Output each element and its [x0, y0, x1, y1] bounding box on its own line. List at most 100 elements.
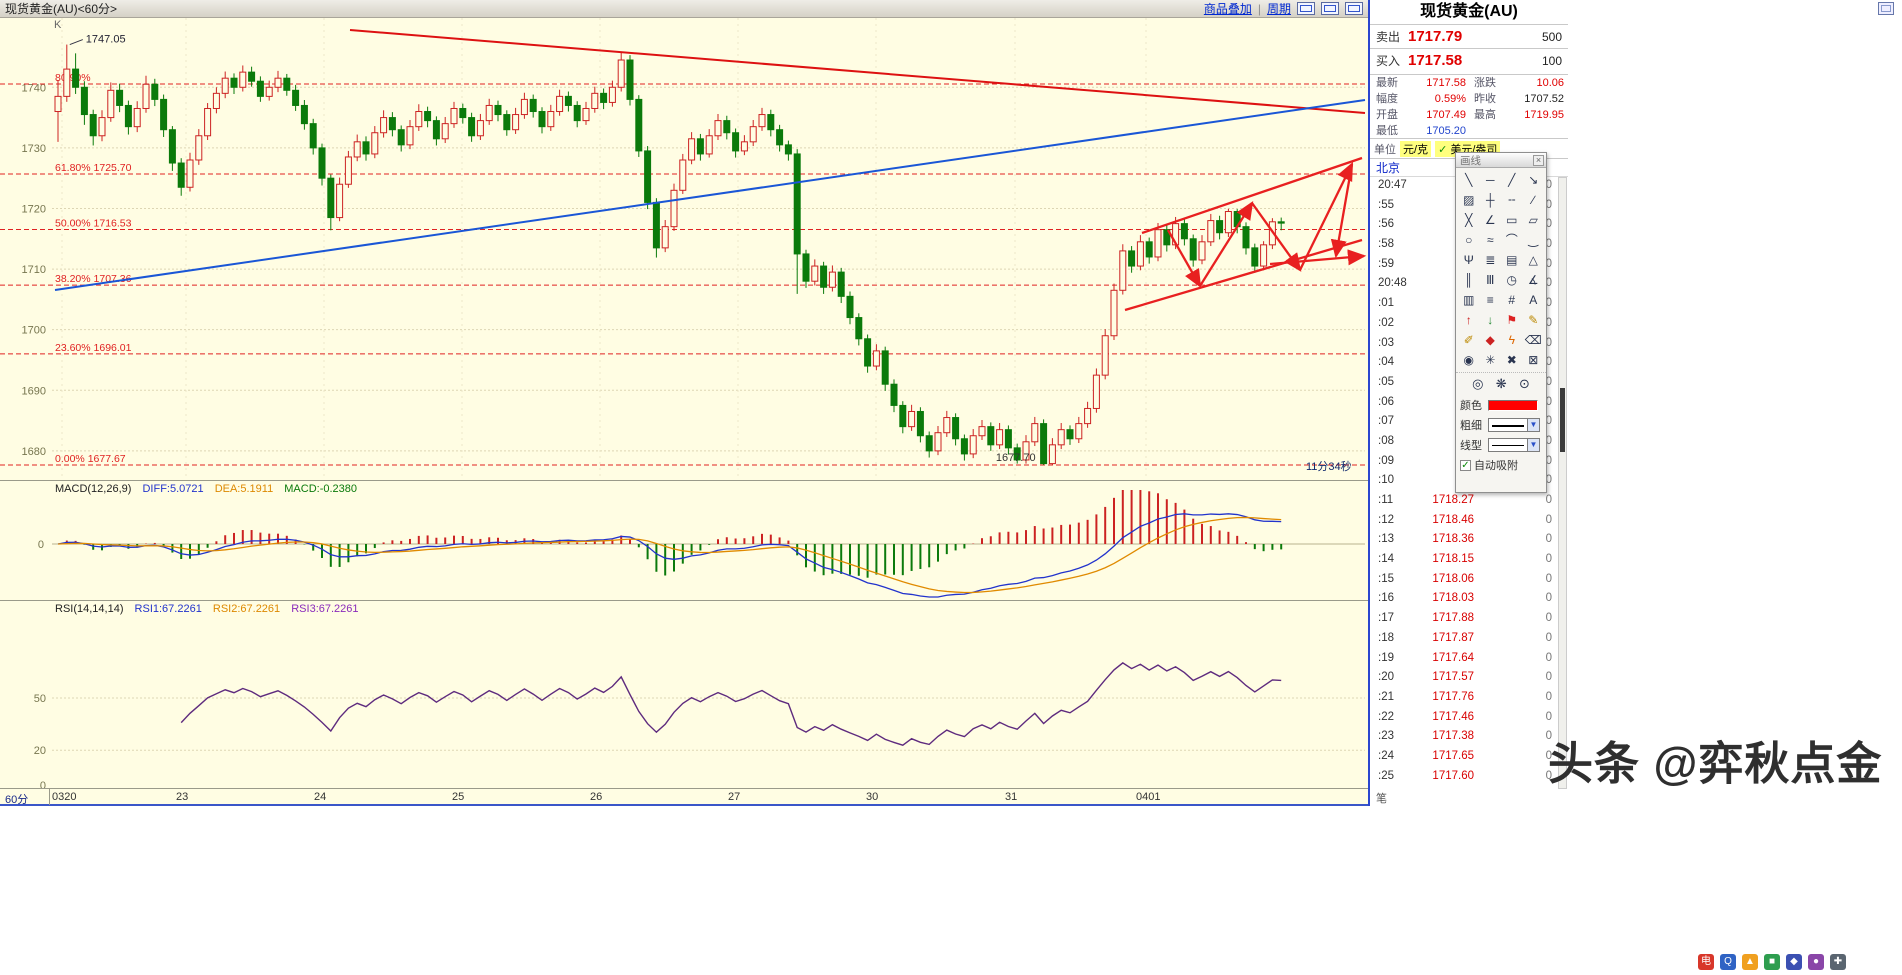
tray-icon-6[interactable]: ●	[1808, 954, 1824, 970]
eye-tool-icon[interactable]: ◉	[1463, 353, 1474, 367]
tick-volume: 0	[1545, 434, 1552, 447]
stat-value: 1719.95	[1524, 109, 1564, 121]
overlay-link[interactable]: 商品叠加	[1203, 2, 1252, 16]
tick-row: :16 1718.03 0	[1370, 590, 1560, 610]
up-arrow-mark-tool-icon[interactable]: ↑	[1465, 313, 1472, 327]
color-swatch[interactable]	[1488, 399, 1538, 411]
tick-row: :23 1717.38 0	[1370, 728, 1560, 748]
arc-up-tool-icon[interactable]: ⌒	[1505, 233, 1518, 247]
cycle-tool-icon[interactable]: ◷	[1506, 273, 1517, 287]
tick-price: 1717.76	[1432, 690, 1474, 703]
ladder-tool-icon[interactable]: #	[1508, 293, 1516, 307]
flag-tool-icon[interactable]: ⚑	[1506, 313, 1518, 327]
line-style-select[interactable]	[1488, 438, 1540, 452]
list-scrollbar[interactable]	[1558, 177, 1567, 789]
tray-icon-4[interactable]: ■	[1764, 954, 1780, 970]
angle-tool-icon[interactable]: ∠	[1484, 213, 1496, 227]
annotation-layer[interactable]	[1124, 156, 1367, 312]
layout-button-3[interactable]	[1345, 2, 1363, 15]
tray-icon-2[interactable]: Q	[1720, 954, 1736, 970]
price-grid-tool-icon[interactable]: ▥	[1463, 293, 1475, 307]
horizontal-line-tool-icon[interactable]: ─	[1485, 173, 1495, 187]
settings-tool-icon[interactable]: ✳	[1485, 353, 1496, 367]
segment-tool-icon[interactable]: ╲	[1465, 173, 1473, 187]
buy-row: 买入 1717.58 100	[1370, 48, 1568, 72]
tray-icons: 电 Q ▲ ■ ◆ ● ✚	[1698, 954, 1846, 970]
unit-label: 单位	[1374, 143, 1396, 156]
scrollbar-thumb[interactable]	[1560, 388, 1565, 452]
trendlines-layer[interactable]	[54, 29, 1366, 291]
window-control-icon[interactable]	[1878, 2, 1894, 15]
style-row: 线型	[1456, 435, 1546, 455]
layout-button-1[interactable]	[1297, 2, 1315, 15]
channel-tool-icon[interactable]: ▨	[1463, 193, 1475, 207]
close-icon[interactable]: ×	[1533, 155, 1544, 166]
ray-tool-icon[interactable]: ╱	[1508, 173, 1516, 187]
eye-icon[interactable]: ◎	[1472, 376, 1484, 391]
svg-text:1680: 1680	[22, 446, 46, 458]
lock-tool-icon[interactable]: ⊠	[1528, 353, 1539, 367]
close-mark-tool-icon[interactable]: ✖	[1506, 353, 1517, 367]
line-width-select[interactable]	[1488, 418, 1540, 432]
tick-time: :10	[1378, 474, 1394, 487]
arc-down-tool-icon[interactable]: ‿	[1528, 233, 1539, 247]
svg-text:23.60% 1696.01: 23.60% 1696.01	[55, 342, 132, 354]
snap-checkbox[interactable]: ✓	[1460, 459, 1471, 471]
tick-price: 1717.60	[1432, 769, 1474, 782]
rsi3-value: RSI3:67.2261	[291, 603, 359, 615]
rsi-chart: 50 20 0	[0, 600, 1368, 788]
period-label[interactable]: 60分	[0, 789, 50, 806]
svg-text:K: K	[54, 19, 62, 31]
candles-layer	[54, 44, 1285, 465]
period-link[interactable]: 周期	[1266, 2, 1291, 16]
tray-icon-3[interactable]: ▲	[1742, 954, 1758, 970]
extended-line-tool-icon[interactable]: ╌	[1508, 193, 1516, 207]
tick-volume: 0	[1545, 238, 1552, 251]
tick-volume: 0	[1545, 651, 1552, 664]
macd-dea-line	[57, 516, 1282, 594]
speed-line-tool-icon[interactable]: ∡	[1527, 273, 1539, 287]
unit-gram-toggle[interactable]: 元/克	[1400, 140, 1432, 157]
rsi2-value: RSI2:67.2261	[212, 603, 281, 615]
tick-row: :04 0	[1370, 354, 1560, 374]
rectangle-tool-icon[interactable]: ▭	[1506, 213, 1518, 227]
tick-row: :06 0	[1370, 394, 1560, 414]
tick-volume: 0	[1545, 179, 1552, 191]
pen-tool-icon[interactable]: ✐	[1463, 333, 1474, 347]
fib-retracement-tool-icon[interactable]: ≣	[1485, 253, 1496, 267]
instrument-title: 现货黄金(AU)	[1420, 3, 1518, 20]
text-tool-icon[interactable]: A	[1529, 293, 1538, 307]
arrow-line-tool-icon[interactable]: ↘	[1528, 173, 1539, 187]
crossing-lines-tool-icon[interactable]: ╳	[1465, 213, 1473, 227]
delete-tool-icon[interactable]: ⌫	[1524, 333, 1542, 347]
titlebar-separator: |	[1257, 1, 1261, 16]
levels-tool-icon[interactable]: ≡	[1486, 293, 1494, 307]
wave-tool-icon[interactable]: ≈	[1486, 233, 1494, 247]
pitchfork-tool-icon[interactable]: Ψ	[1463, 253, 1474, 267]
tick-row: :07 0	[1370, 413, 1560, 433]
tick-price: 1717.64	[1432, 651, 1474, 664]
cross-line-tool-icon[interactable]: ┼	[1485, 193, 1495, 207]
tray-icon-5[interactable]: ◆	[1786, 954, 1802, 970]
pencil-tool-icon[interactable]: ✎	[1528, 313, 1539, 327]
gann-box-tool-icon[interactable]: ▤	[1506, 253, 1518, 267]
tick-row: :13 1718.36 0	[1370, 531, 1560, 551]
vertical-lines-tool-icon[interactable]: ║	[1464, 273, 1473, 287]
slash-tool-icon[interactable]: ∕	[1532, 193, 1535, 207]
fib-time-tool-icon[interactable]: Ⅲ	[1486, 273, 1495, 287]
tray-icon-1[interactable]: 电	[1698, 954, 1714, 970]
gann-fan-tool-icon[interactable]: △	[1528, 253, 1538, 267]
magnet-icon[interactable]: ⊙	[1518, 376, 1530, 391]
parallelogram-tool-icon[interactable]: ▱	[1528, 213, 1538, 227]
gear-icon[interactable]: ❋	[1495, 376, 1507, 391]
down-arrow-mark-tool-icon[interactable]: ↓	[1487, 313, 1494, 327]
draw-panel-header[interactable]: 画线 ×	[1456, 153, 1546, 168]
stat-label: 最低	[1376, 125, 1398, 137]
sell-price: 1717.79	[1408, 28, 1463, 45]
tray-icon-7[interactable]: ✚	[1830, 954, 1846, 970]
layout-button-2[interactable]	[1321, 2, 1339, 15]
ellipse-tool-icon[interactable]: ○	[1465, 233, 1473, 247]
diamond-mark-tool-icon[interactable]: ◆	[1485, 333, 1495, 347]
lightning-tool-icon[interactable]: ϟ	[1508, 333, 1515, 347]
